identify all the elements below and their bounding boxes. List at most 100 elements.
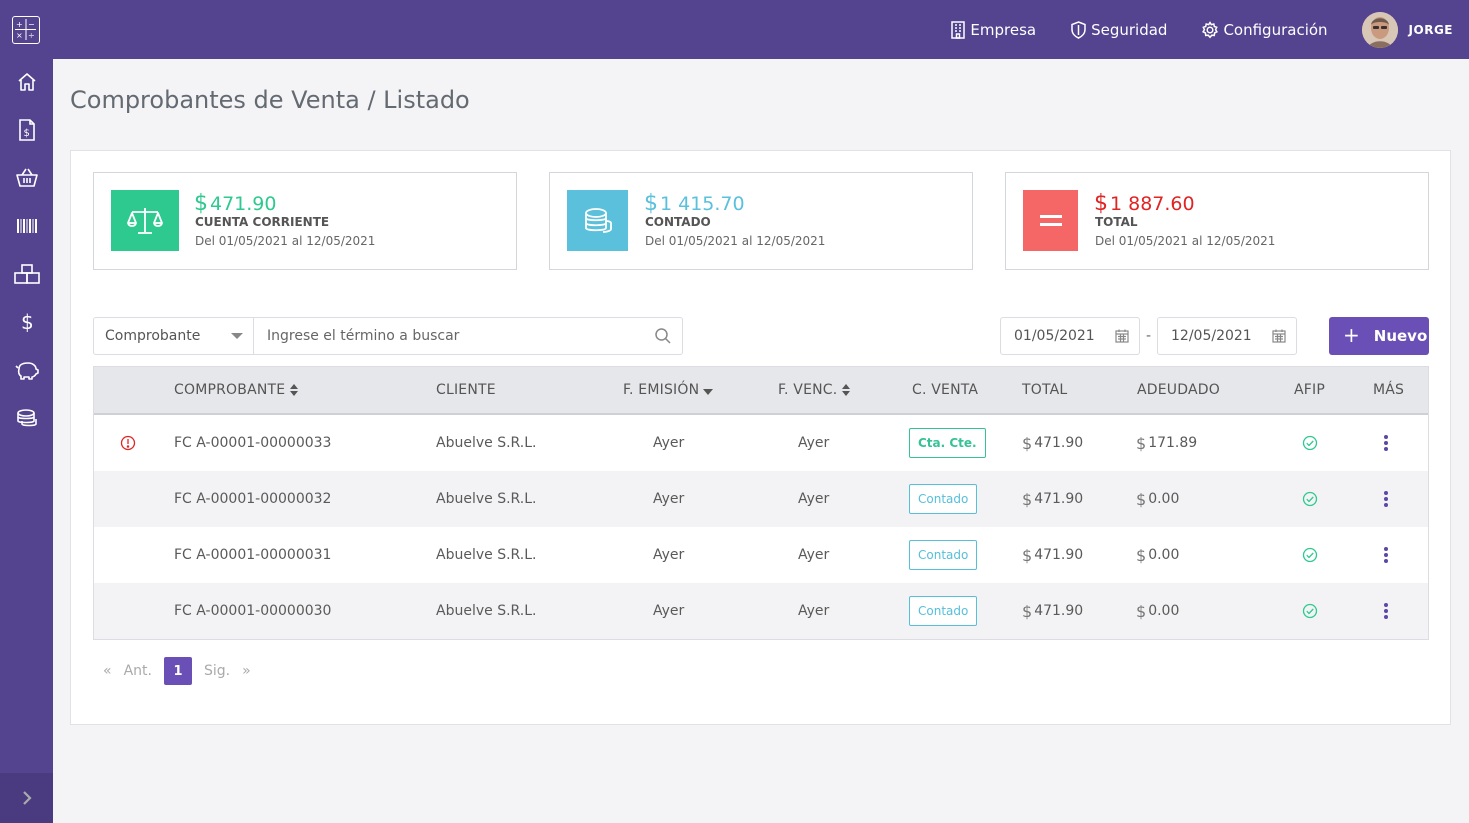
invoice-icon: $ [18,119,35,141]
boxes-icon [13,264,40,284]
table-row[interactable]: FC A-00001-00000031 Abuelve S.R.L. Ayer … [94,527,1428,583]
sidebar-item-products[interactable] [0,206,53,246]
sidebar-item-invoices[interactable]: $ [0,110,53,150]
date-from-field[interactable]: 01/05/2021 [1000,317,1140,355]
sidebar-item-finance[interactable]: $ [0,302,53,342]
cell-total: $471.90 [1022,489,1084,509]
search-input[interactable] [255,318,650,354]
piggy-bank-icon [14,362,39,380]
sidebar-item-savings[interactable] [0,350,53,390]
cell-venta: Contado [909,583,978,639]
more-options-icon[interactable] [1384,583,1388,639]
page-title: Comprobantes de Venta / Listado [70,86,470,114]
stat-amount: $1 415.70 [644,191,745,216]
svg-text:+: + [16,20,23,29]
cell-comprobante[interactable]: FC A-00001-00000030 [174,603,332,619]
sidebar-item-stock[interactable] [0,254,53,294]
invoices-table: COMPROBANTE CLIENTE F. EMISIÓN F. VENC. … [93,366,1429,640]
stat-cuenta-corriente: $471.90 CUENTA CORRIENTE Del 01/05/2021 … [93,172,517,270]
stat-range: Del 01/05/2021 al 12/05/2021 [1095,234,1276,248]
more-options-icon[interactable] [1384,415,1388,471]
cell-comprobante[interactable]: FC A-00001-00000031 [174,547,332,563]
calendar-icon[interactable] [1115,329,1129,343]
pagination: « Ant. 1 Sig. » [103,657,263,685]
date-to-field[interactable]: 12/05/2021 [1157,317,1297,355]
seguridad-label: Seguridad [1091,20,1168,39]
stat-label: CONTADO [645,215,711,229]
cell-venta: Cta. Cte. [909,415,986,471]
cell-adeudado: $0.00 [1136,545,1180,565]
sidebar-item-home[interactable] [0,62,53,102]
cell-total: $471.90 [1022,545,1084,565]
first-page-link[interactable]: « [103,663,112,679]
scale-icon [111,190,179,251]
plus-icon: + [1343,323,1360,347]
afip-check-icon [1302,583,1318,639]
status-badge: Contado [909,596,978,626]
cell-comprobante[interactable]: FC A-00001-00000032 [174,491,332,507]
basket-icon [15,168,38,187]
stat-amount: $1 887.60 [1094,191,1195,216]
current-page[interactable]: 1 [163,657,192,685]
cell-total: $471.90 [1022,601,1084,621]
user-menu[interactable]: JORGE [1361,11,1453,48]
prev-page-link[interactable]: Ant. [123,663,152,679]
empresa-link[interactable]: Empresa [950,21,1036,39]
main-card: $471.90 CUENTA CORRIENTE Del 01/05/2021 … [70,150,1451,725]
cell-adeudado: $0.00 [1136,601,1180,621]
new-button[interactable]: + Nuevo [1329,317,1429,355]
table-header: COMPROBANTE CLIENTE F. EMISIÓN F. VENC. … [94,367,1428,415]
avatar[interactable] [1361,11,1398,48]
cell-emision: Ayer [653,491,685,507]
sort-desc-icon [703,389,714,395]
equals-icon [1023,190,1078,251]
shield-icon [1071,20,1086,39]
more-options-icon[interactable] [1384,527,1388,583]
field-select[interactable]: Comprobante [94,318,254,354]
cell-vencimiento: Ayer [798,435,830,451]
column-comprobante[interactable]: COMPROBANTE [174,367,299,413]
search-icon[interactable] [654,327,672,345]
cell-venta: Contado [909,471,978,527]
sidebar: $ $ [0,59,53,823]
field-select-value: Comprobante [105,328,201,344]
seguridad-link[interactable]: Seguridad [1070,21,1167,39]
calculator-logo-icon[interactable]: + − × ÷ [12,16,40,44]
sort-icon [842,384,851,396]
table-row[interactable]: FC A-00001-00000033 Abuelve S.R.L. Ayer … [94,415,1428,471]
stat-total: $1 887.60 TOTAL Del 01/05/2021 al 12/05/… [1005,172,1429,270]
cell-adeudado: $171.89 [1136,433,1198,453]
cell-vencimiento: Ayer [798,491,830,507]
column-vencimiento[interactable]: F. VENC. [778,367,851,413]
afip-check-icon [1302,471,1318,527]
cell-emision: Ayer [653,547,685,563]
user-name: JORGE [1408,22,1453,37]
next-page-link[interactable]: Sig. [203,663,231,679]
sidebar-item-purchases[interactable] [0,158,53,198]
caret-down-icon [231,333,243,339]
stat-amount: $471.90 [194,191,277,216]
svg-text:$: $ [23,128,29,139]
date-from-value: 01/05/2021 [1014,328,1095,344]
cell-vencimiento: Ayer [798,547,830,563]
date-separator: - [1146,328,1152,344]
top-nav: Empresa Seguridad Configuración [950,0,1469,59]
configuracion-link[interactable]: Configuración [1201,21,1328,39]
more-options-icon[interactable] [1384,471,1388,527]
calendar-icon[interactable] [1272,329,1286,343]
status-badge: Contado [909,540,978,570]
table-row[interactable]: FC A-00001-00000030 Abuelve S.R.L. Ayer … [94,583,1428,639]
last-page-link[interactable]: » [242,663,251,679]
table-row[interactable]: FC A-00001-00000032 Abuelve S.R.L. Ayer … [94,471,1428,527]
cell-adeudado: $0.00 [1136,489,1180,509]
new-button-label: Nuevo [1373,327,1428,345]
cell-comprobante[interactable]: FC A-00001-00000033 [174,435,332,451]
svg-text:$: $ [21,310,34,334]
column-emision[interactable]: F. EMISIÓN [623,367,714,413]
search-filter: Comprobante [93,317,683,355]
cell-vencimiento: Ayer [798,603,830,619]
coins-icon [16,409,37,427]
cell-total: $471.90 [1022,433,1084,453]
sidebar-toggle[interactable] [0,773,53,823]
sidebar-item-cash[interactable] [0,398,53,438]
